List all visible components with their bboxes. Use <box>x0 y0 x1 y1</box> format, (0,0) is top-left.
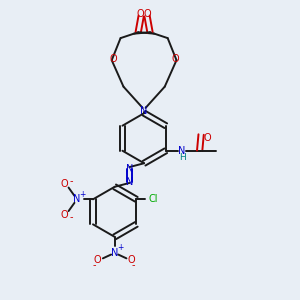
Text: N: N <box>140 106 148 116</box>
Text: O: O <box>61 179 68 189</box>
Text: -: - <box>69 213 73 223</box>
Text: -: - <box>131 260 135 270</box>
Text: O: O <box>137 9 144 19</box>
Text: +: + <box>117 243 123 252</box>
Text: O: O <box>61 210 68 220</box>
Text: N: N <box>111 248 118 258</box>
Text: -: - <box>93 260 96 270</box>
Text: Cl: Cl <box>149 194 158 204</box>
Text: O: O <box>110 54 117 64</box>
Text: -: - <box>69 176 73 186</box>
Text: N: N <box>126 176 133 187</box>
Text: N: N <box>73 194 80 204</box>
Text: O: O <box>144 9 152 19</box>
Text: N: N <box>126 164 133 173</box>
Text: O: O <box>94 254 101 265</box>
Text: +: + <box>79 190 85 199</box>
Text: O: O <box>128 254 136 265</box>
Text: H: H <box>179 153 186 162</box>
Text: N: N <box>178 146 186 156</box>
Text: O: O <box>171 54 179 64</box>
Text: O: O <box>204 134 212 143</box>
